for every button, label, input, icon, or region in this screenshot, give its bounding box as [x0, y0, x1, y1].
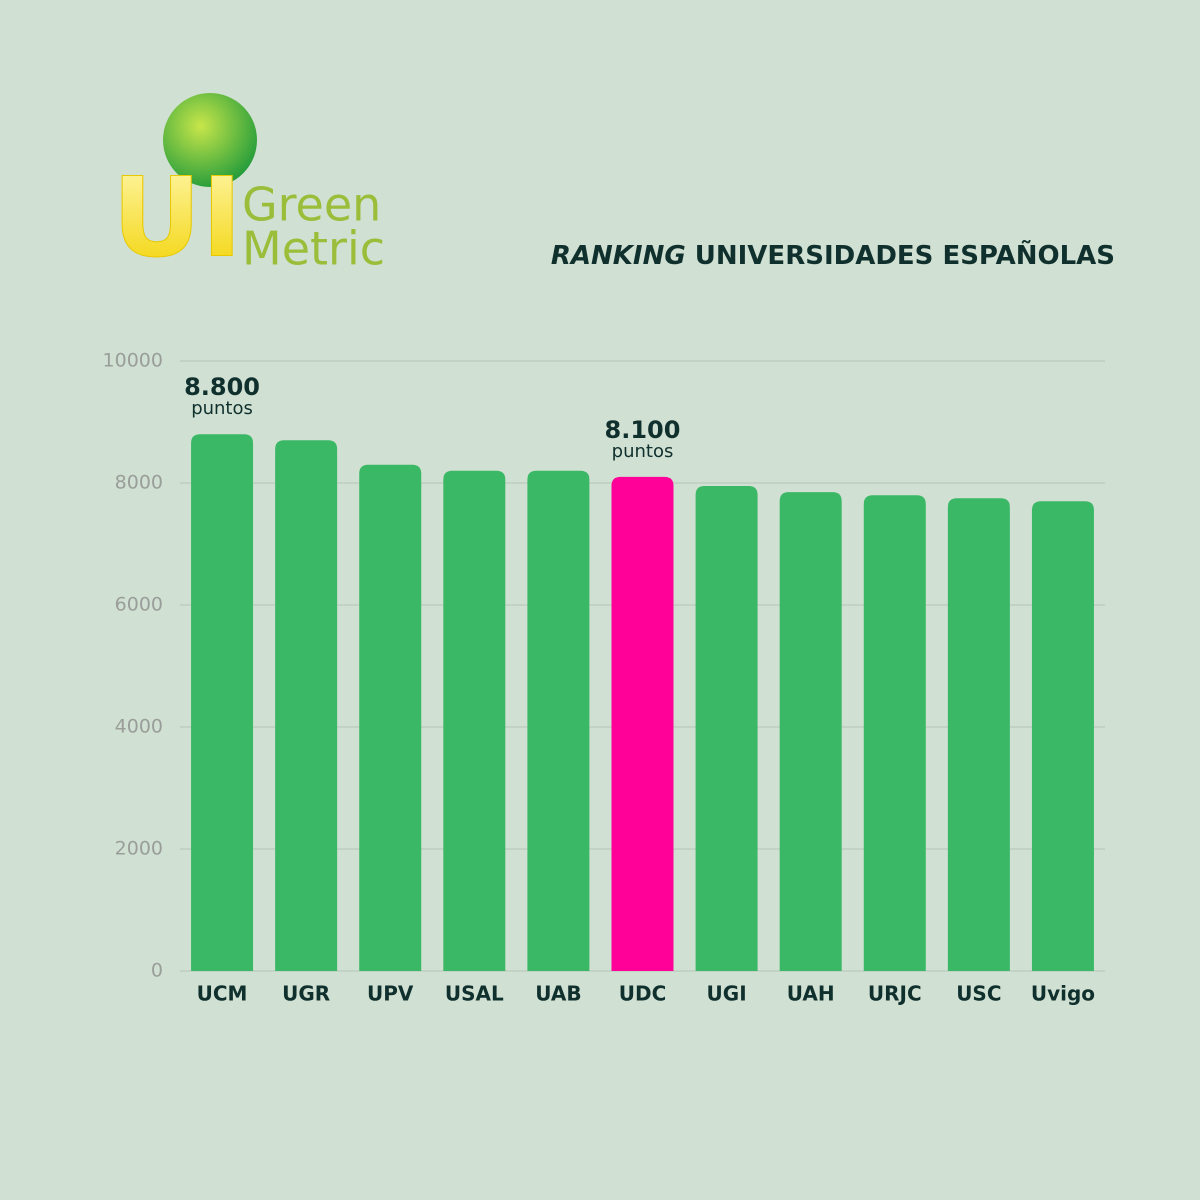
bar: [779, 492, 842, 971]
logo-globe: [163, 93, 257, 187]
value-unit: puntos: [191, 398, 253, 419]
x-tick-label: USAL: [445, 982, 504, 1006]
logo-text: Green: [242, 178, 381, 232]
bar: [443, 470, 506, 971]
y-tick-label: 2000: [115, 838, 163, 860]
y-tick-label: 0: [151, 960, 163, 982]
x-tick-label: URJC: [868, 982, 922, 1006]
y-tick-label: 8000: [115, 472, 163, 494]
chart-title: RANKING UNIVERSIDADES ESPAÑOLAS: [551, 239, 1115, 271]
logo-mark: UI: [112, 153, 242, 281]
value-label: 8.100: [605, 416, 681, 444]
y-tick-label: 10000: [103, 350, 163, 372]
y-tick-label: 4000: [115, 716, 163, 738]
title-text: UNIVERSIDADES ESPAÑOLAS: [695, 239, 1115, 271]
logo: UI Green Metric: [112, 93, 385, 282]
bar: [527, 470, 590, 971]
x-tick-label: UAB: [535, 982, 581, 1006]
bar: [275, 440, 338, 971]
bar: [947, 498, 1010, 971]
x-tick-label: UPV: [367, 982, 414, 1006]
y-tick-label: 6000: [115, 594, 163, 616]
x-tick-label: UAH: [787, 982, 835, 1006]
logo-text: Metric: [242, 222, 385, 276]
value-label: 8.800: [184, 373, 260, 401]
x-tick-label: UDC: [619, 982, 667, 1006]
x-tick-label: UGR: [282, 982, 330, 1006]
x-tick-label: USC: [956, 982, 1001, 1006]
bar: [695, 486, 758, 971]
bar: [1031, 501, 1094, 971]
bar: [191, 434, 254, 971]
title-emphasis: RANKING: [551, 241, 686, 271]
bar: [359, 464, 422, 971]
x-tick-label: UGI: [707, 982, 747, 1006]
bar: [863, 495, 926, 971]
x-tick-label: UCM: [197, 982, 248, 1006]
x-tick-label: Uvigo: [1031, 982, 1095, 1006]
bar: [611, 476, 674, 971]
value-unit: puntos: [612, 441, 674, 462]
